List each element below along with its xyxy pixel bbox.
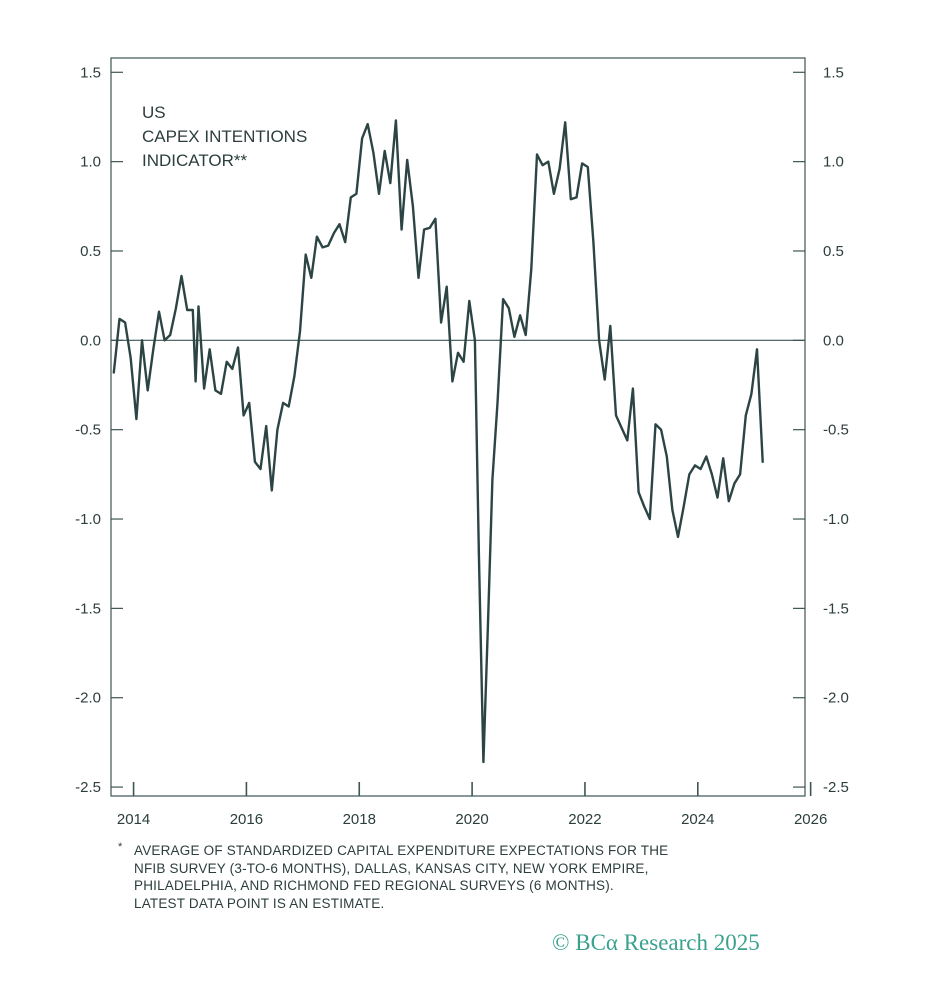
x-tick-label: 2026 — [794, 811, 827, 828]
y-tick-label-right: 0.5 — [823, 243, 844, 260]
y-tick-label-left: -1.5 — [75, 600, 101, 617]
y-tick-label-left: -2.0 — [75, 690, 101, 707]
footnote: * AVERAGE OF STANDARDIZED CAPITAL EXPEND… — [118, 841, 818, 912]
x-tick-label: 2014 — [117, 811, 150, 828]
y-tick-label-left: -2.5 — [75, 779, 101, 796]
y-tick-label-left: -1.0 — [75, 511, 101, 528]
series-line — [112, 119, 764, 764]
plot-frame — [110, 57, 806, 797]
x-tick-label: 2018 — [343, 811, 376, 828]
y-tick-label-right: -1.0 — [823, 511, 849, 528]
y-tick-label-right: 1.0 — [823, 154, 844, 171]
chart-title-line: US — [142, 103, 166, 122]
footnote-line: LATEST DATA POINT IS AN ESTIMATE. — [134, 895, 385, 911]
footnote-line: NFIB SURVEY (3-TO-6 MONTHS), DALLAS, KAN… — [134, 860, 649, 876]
x-tick-label: 2024 — [681, 811, 714, 828]
y-tick-label-left: 1.5 — [80, 64, 101, 81]
x-tick-label: 2020 — [455, 811, 488, 828]
y-tick-label-right: -1.5 — [823, 600, 849, 617]
x-tick-label: 2016 — [230, 811, 263, 828]
y-tick-label-right: 0.0 — [823, 332, 844, 349]
chart-title-line: INDICATOR** — [142, 151, 248, 170]
y-tick-label-left: 0.0 — [80, 332, 101, 349]
y-tick-label-left: -0.5 — [75, 422, 101, 439]
y-tick-label-right: -2.5 — [823, 779, 849, 796]
copyright-logo: © BCα Research 2025 — [552, 930, 760, 955]
footnote-line: AVERAGE OF STANDARDIZED CAPITAL EXPENDIT… — [134, 843, 669, 858]
y-tick-label-right: 1.5 — [823, 64, 844, 81]
footnote-line: PHILADELPHIA, AND RICHMOND FED REGIONAL … — [134, 878, 614, 893]
y-tick-label-left: 1.0 — [80, 154, 101, 171]
x-tick-label: 2022 — [568, 811, 601, 828]
chart-title-line: CAPEX INTENTIONS — [142, 127, 307, 146]
y-tick-label-left: 0.5 — [80, 243, 101, 260]
y-tick-label-right: -0.5 — [823, 422, 849, 439]
footnote-marker: * — [118, 841, 123, 853]
y-tick-label-right: -2.0 — [823, 690, 849, 707]
